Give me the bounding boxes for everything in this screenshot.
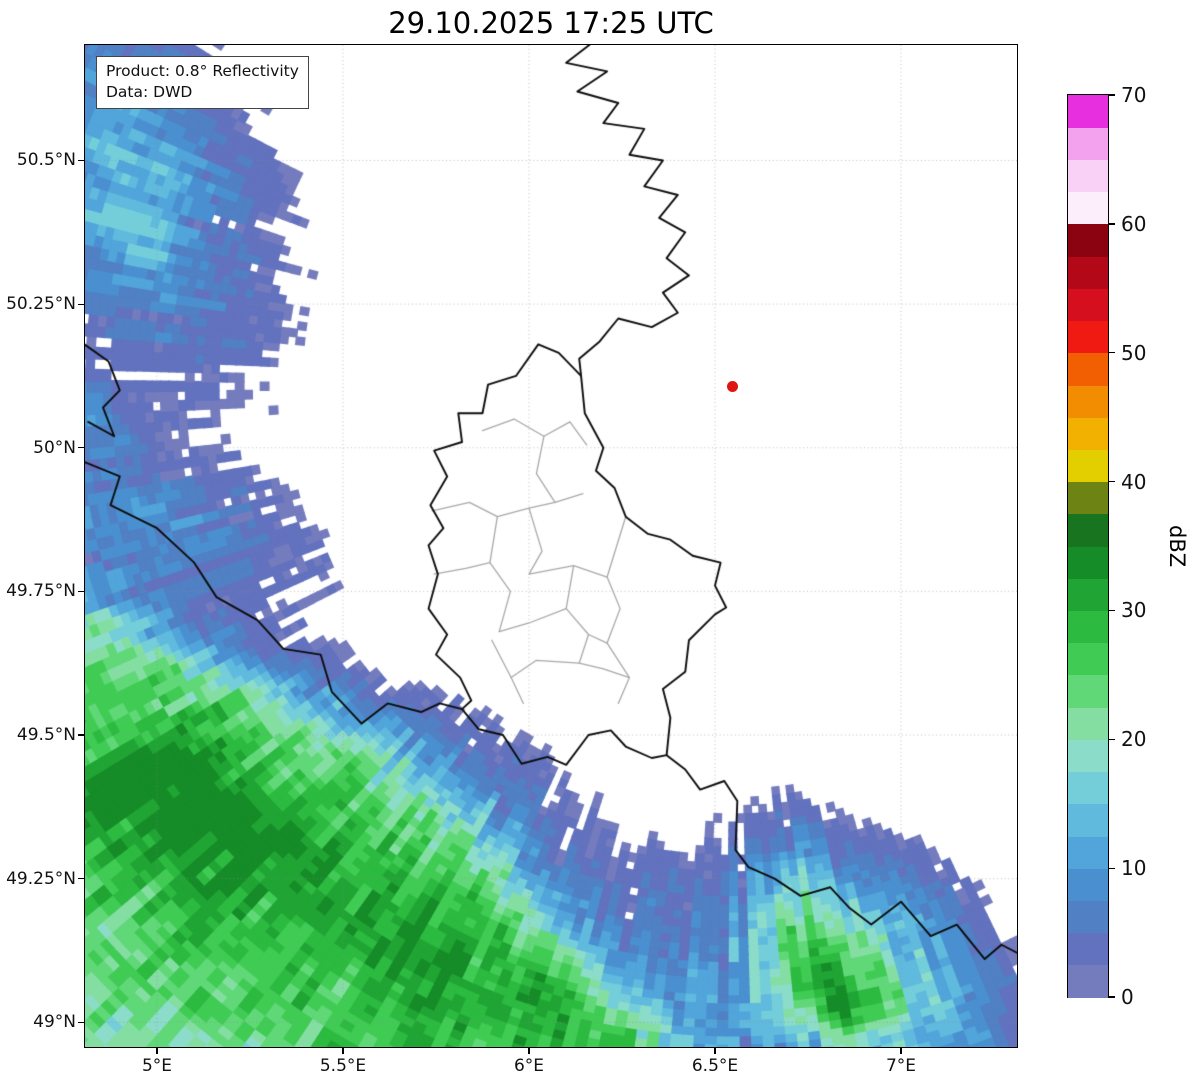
x-tick-label: 6°E: [513, 1056, 545, 1076]
y-tick-mark: [78, 1021, 84, 1023]
colorbar-unit-label: dBZ: [1165, 524, 1189, 568]
colorbar-segment: [1068, 417, 1108, 450]
colorbar-segment: [1068, 739, 1108, 773]
colorbar-segment: [1068, 835, 1108, 869]
colorbar-tick-mark: [1109, 94, 1115, 96]
y-tick-mark: [78, 447, 84, 449]
colorbar-tick-label: 20: [1121, 727, 1147, 752]
colorbar-tick-label: 50: [1121, 340, 1147, 365]
colorbar-tick-mark: [1109, 609, 1115, 612]
colorbar-segment: [1068, 900, 1108, 934]
y-tick-mark: [78, 590, 84, 593]
colorbar-segment: [1068, 932, 1108, 966]
x-tick-mark: [342, 1047, 344, 1054]
colorbar-area: 0 10 20 30 40 50 60 70 dBZ: [1067, 84, 1202, 1008]
colorbar-segment: [1068, 320, 1108, 354]
y-tick-label: 49°N: [33, 1012, 76, 1033]
colorbar-segment: [1068, 449, 1108, 483]
x-tick-mark: [900, 1047, 902, 1054]
info-box: Product: 0.8° Reflectivity Data: DWD: [96, 56, 309, 109]
colorbar-segment: [1068, 964, 1108, 998]
colorbar-segment: [1068, 191, 1108, 225]
colorbar-segment: [1068, 868, 1108, 901]
colorbar-tick-label: 10: [1121, 856, 1147, 881]
colorbar-tick-label: 30: [1121, 598, 1147, 623]
y-tick-label: 49.25°N: [6, 868, 76, 889]
colorbar-tick-mark: [1109, 738, 1115, 740]
y-tick-mark: [78, 878, 84, 880]
colorbar-segment: [1068, 642, 1108, 676]
colorbar-segment: [1068, 159, 1108, 193]
colorbar-tick-mark: [1109, 867, 1115, 869]
colorbar-segment: [1068, 513, 1108, 547]
x-tick-label: 5.5°E: [319, 1056, 367, 1076]
colorbar-segment: [1068, 127, 1108, 161]
x-tick-mark: [156, 1047, 158, 1054]
radar-map-canvas: [85, 45, 1017, 1047]
radar-site-marker: [727, 380, 739, 392]
plot-title: 29.10.2025 17:25 UTC: [388, 6, 714, 40]
colorbar-segment: [1068, 771, 1108, 805]
colorbar-segment: [1068, 223, 1108, 257]
y-tick-label: 49.75°N: [6, 581, 76, 602]
colorbar-segment: [1068, 95, 1108, 128]
y-tick-label: 50.25°N: [6, 294, 76, 315]
x-tick-mark: [714, 1047, 716, 1054]
colorbar-unit-label-wrap: dBZ: [1165, 95, 1189, 997]
x-tick-label: 5°E: [141, 1056, 172, 1076]
colorbar-segment: [1068, 707, 1108, 740]
colorbar-segment: [1068, 481, 1108, 515]
colorbar-tick-mark: [1109, 352, 1115, 354]
colorbar-segment: [1068, 546, 1108, 579]
colorbar-segment: [1068, 384, 1108, 418]
colorbar-tick-mark: [1109, 996, 1115, 998]
colorbar-tick-label: 70: [1121, 83, 1147, 107]
x-tick-label: 7°E: [885, 1056, 917, 1076]
colorbar-segment: [1068, 674, 1108, 708]
colorbar-tick-label: 60: [1121, 211, 1147, 236]
map-plot-area: Product: 0.8° Reflectivity Data: DWD: [84, 44, 1018, 1048]
y-tick-mark: [78, 734, 84, 736]
colorbar: [1067, 94, 1109, 998]
colorbar-segment: [1068, 578, 1108, 612]
colorbar-tick-mark: [1109, 480, 1115, 483]
colorbar-tick-label: 0: [1121, 985, 1134, 1009]
y-tick-mark: [78, 159, 84, 162]
colorbar-tick-label: 40: [1121, 469, 1147, 494]
colorbar-segment: [1068, 610, 1108, 644]
colorbar-segment: [1068, 803, 1108, 837]
x-tick-mark: [528, 1047, 530, 1054]
colorbar-segment: [1068, 256, 1108, 289]
y-tick-label: 49.5°N: [16, 725, 76, 746]
x-tick-label: 6.5°E: [691, 1056, 739, 1076]
colorbar-segment: [1068, 352, 1108, 386]
info-box-data-source-line: Data: DWD: [106, 82, 193, 101]
y-tick-label: 50°N: [33, 437, 76, 458]
y-tick-mark: [78, 303, 84, 305]
y-tick-label: 50.5°N: [16, 150, 76, 171]
info-box-product-line: Product: 0.8° Reflectivity: [106, 62, 299, 80]
colorbar-tick-mark: [1109, 223, 1115, 225]
colorbar-segment: [1068, 288, 1108, 322]
